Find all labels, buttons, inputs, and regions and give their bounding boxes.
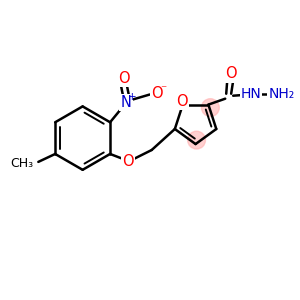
- Text: +: +: [128, 92, 136, 103]
- Text: N: N: [121, 95, 131, 110]
- Text: ⁻: ⁻: [160, 83, 167, 96]
- Text: O: O: [118, 71, 130, 86]
- Text: O: O: [225, 66, 237, 81]
- Text: O: O: [122, 154, 134, 169]
- Text: O: O: [176, 94, 188, 109]
- Text: O: O: [151, 86, 163, 101]
- Text: NH₂: NH₂: [268, 87, 295, 101]
- Text: HN: HN: [241, 87, 261, 101]
- Text: CH₃: CH₃: [10, 158, 33, 170]
- Circle shape: [202, 99, 219, 116]
- Circle shape: [188, 131, 206, 149]
